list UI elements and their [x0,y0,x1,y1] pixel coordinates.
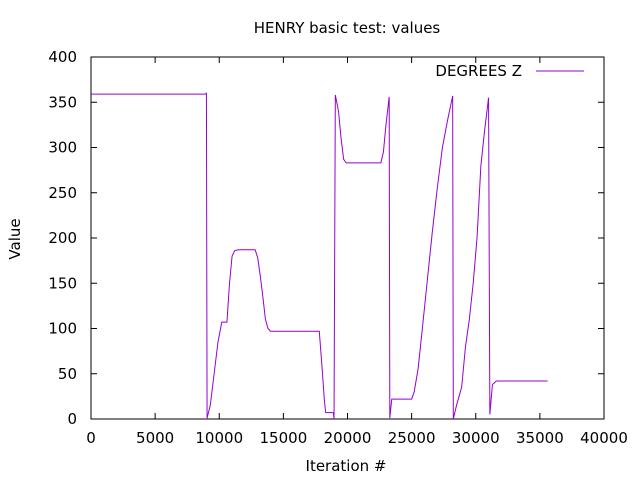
x-tick-label: 5000 [136,429,174,447]
y-tick-label: 400 [48,48,77,66]
y-tick-label: 350 [48,93,77,111]
x-tick-label: 35000 [516,429,564,447]
y-tick-label: 250 [48,184,77,202]
legend-label: DEGREES Z [435,62,522,80]
x-tick-label: 15000 [260,429,308,447]
y-tick-label: 0 [67,410,77,428]
x-tick-label: 0 [86,429,96,447]
y-tick-label: 100 [48,320,77,338]
x-tick-label: 30000 [452,429,500,447]
y-tick-label: 50 [58,365,77,383]
y-tick-label: 300 [48,139,77,157]
series-line-degrees-z [91,92,548,420]
y-tick-label: 200 [48,229,77,247]
plot-frame [90,56,605,420]
y-axis-label: Value [6,218,24,259]
x-tick-label: 10000 [195,429,243,447]
x-tick-label: 40000 [580,429,628,447]
x-axis-label: Iteration # [306,457,387,475]
y-tick-label: 150 [48,274,77,292]
chart-title: HENRY basic test: values [254,19,441,37]
x-tick-label: 25000 [388,429,436,447]
x-tick-label: 20000 [324,429,372,447]
